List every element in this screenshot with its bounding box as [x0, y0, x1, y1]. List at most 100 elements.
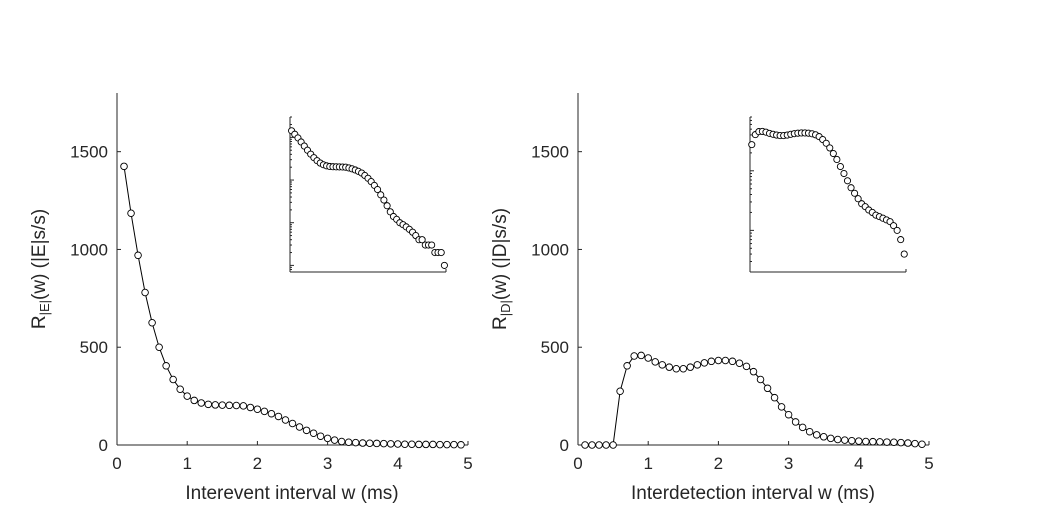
right-data-point	[862, 437, 870, 446]
right-data-point	[841, 436, 849, 444]
right-data-point	[735, 359, 744, 368]
left-data-point	[211, 401, 220, 409]
left-data-point	[239, 402, 248, 410]
right-data-point	[855, 437, 863, 445]
right-data-point	[672, 364, 681, 373]
right-data-point	[890, 438, 898, 447]
left-x-axis-label: Interevent interval w (ms)	[185, 483, 398, 504]
right-data-point	[812, 431, 821, 439]
left-y-axis-label: R|E|(w) (|E|s/s)	[29, 209, 52, 329]
right-inset-data-point	[829, 149, 837, 158]
left-data-point	[316, 432, 325, 440]
left-data-point	[443, 440, 451, 449]
right-x-tick-label: 0	[573, 454, 582, 473]
right-inset-data-point	[893, 226, 901, 234]
left-data-point	[415, 440, 423, 449]
left-data-point	[387, 440, 395, 448]
right-data-point	[869, 437, 877, 446]
right-inset	[748, 116, 908, 273]
right-inset-data-point	[854, 195, 862, 203]
left-data-point	[337, 437, 346, 446]
right-data-point	[897, 438, 905, 447]
left-data-point	[429, 440, 437, 449]
left-data-point	[344, 438, 353, 447]
left-inset-data-point	[437, 248, 445, 257]
left-data-point	[162, 362, 170, 370]
right-data-point	[581, 441, 589, 449]
right-y-tick-label: 0	[560, 436, 569, 455]
right-x-tick-label: 4	[854, 454, 863, 473]
left-x-tick-label: 1	[182, 454, 191, 473]
left-y-label-rest: (w) (|E|s/s)	[29, 209, 50, 300]
left-data-point	[120, 162, 128, 171]
right-data-point	[609, 441, 617, 449]
left-data-point	[267, 409, 276, 418]
right-inset-data-point	[890, 222, 898, 230]
left-data-point	[457, 441, 465, 449]
left-data-point	[246, 403, 255, 412]
left-data-point	[225, 401, 234, 410]
right-x-axis-label: Interdetection interval w (ms)	[631, 483, 875, 504]
left-data-point	[134, 251, 142, 260]
left-series-line	[123, 166, 461, 446]
left-inset-data-point	[440, 261, 448, 269]
right-inset-data-point	[847, 184, 855, 192]
right-data-point	[616, 387, 624, 395]
right-inset-data-point	[843, 177, 852, 185]
left-data-point	[372, 439, 381, 448]
right-data-point	[791, 418, 800, 426]
right-y-axis-label: R|D|(w) (|D|s/s)	[490, 208, 513, 330]
left-y-tick-label: 0	[99, 436, 108, 455]
left-data-point	[127, 209, 135, 218]
right-data-point	[819, 433, 828, 441]
left-data-point	[169, 375, 177, 384]
left-inset-data-point	[418, 236, 426, 244]
right-data-point	[637, 351, 645, 360]
left-data-point	[351, 438, 360, 447]
right-inset-data-point	[822, 139, 830, 147]
left-data-point	[197, 399, 205, 407]
left-y-tick-label: 500	[80, 338, 108, 357]
left-inset	[288, 116, 448, 273]
right-data-point	[686, 363, 695, 371]
left-x-tick-label: 0	[112, 454, 121, 473]
right-y-tick-label: 1000	[531, 240, 569, 259]
left-data-point	[141, 288, 149, 297]
left-panel: 0 1 2 3 4 5 0 500 1000 1500 Interevent interval w…	[29, 93, 473, 504]
right-data-point	[693, 361, 702, 369]
left-data-point	[288, 419, 297, 428]
right-data-point	[784, 410, 793, 419]
right-inset-data-point	[851, 189, 859, 197]
left-data-point	[274, 412, 283, 421]
right-y-label-base: R	[490, 316, 511, 330]
left-data-point	[380, 439, 388, 448]
right-data-point	[595, 441, 603, 449]
right-x-tick-label: 2	[714, 454, 723, 473]
right-data-point	[651, 358, 659, 366]
left-y-tick-label: 1500	[70, 143, 108, 162]
left-data-point	[401, 440, 409, 448]
left-data-point	[358, 439, 367, 447]
right-data-point	[848, 436, 856, 445]
left-data-point	[302, 426, 311, 435]
left-data-point	[183, 392, 191, 400]
right-data-point	[798, 423, 807, 432]
right-y-label-subscript: |D|	[498, 300, 513, 316]
left-data-point	[422, 440, 430, 449]
left-x-tick-label: 5	[463, 454, 472, 473]
left-y-label-subscript: |E|	[37, 300, 52, 315]
left-data-point	[309, 429, 318, 438]
left-data-point	[190, 396, 198, 405]
right-data-point	[714, 356, 723, 365]
right-y-tick-label: 1500	[531, 143, 569, 162]
right-data-point	[679, 364, 688, 373]
right-data-point	[742, 362, 751, 371]
right-inset-data-point	[900, 250, 908, 258]
left-data-point	[260, 407, 269, 416]
right-data-point	[918, 440, 926, 448]
left-data-point	[176, 385, 184, 394]
left-data-point	[365, 439, 374, 447]
right-data-point	[826, 434, 835, 443]
right-data-point	[876, 438, 884, 446]
